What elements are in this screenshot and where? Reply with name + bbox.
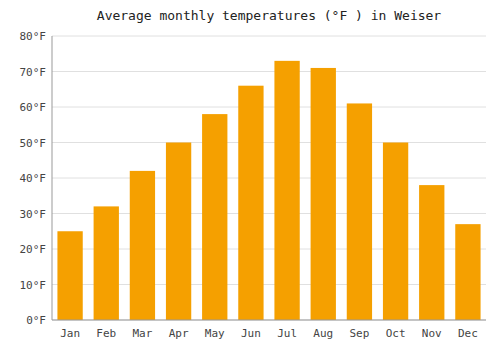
grid-line: [52, 142, 486, 143]
x-tick-label: Dec: [458, 327, 478, 340]
y-tick-label: 80°F: [20, 30, 47, 43]
bar: [57, 231, 82, 320]
x-tick-label: Jul: [277, 327, 297, 340]
y-axis-line: [52, 36, 53, 320]
x-tick-label: Nov: [422, 327, 442, 340]
y-tick-label: 70°F: [20, 66, 47, 79]
x-tick-label: Aug: [313, 327, 333, 340]
x-tick-label: May: [205, 327, 225, 340]
bar: [94, 206, 119, 320]
y-axis: 0°F 10°F 20°F 30°F 40°F 50°F 60°F 70°F 80°F: [20, 30, 47, 327]
x-tick-label: Jun: [241, 327, 261, 340]
grid-line: [52, 36, 486, 37]
y-tick-label: 50°F: [20, 137, 47, 150]
x-tick-label: Oct: [386, 327, 406, 340]
y-tick-label: 0°F: [26, 314, 46, 327]
y-tick-label: 10°F: [20, 279, 47, 292]
x-tick-label: Feb: [96, 327, 116, 340]
y-tick-label: 40°F: [20, 172, 47, 185]
grid-line: [52, 107, 486, 108]
x-axis-line: [52, 320, 486, 321]
bar: [274, 61, 299, 320]
y-tick-label: 20°F: [20, 243, 47, 256]
bar: [238, 86, 263, 320]
bar: [202, 114, 227, 320]
x-tick-label: Mar: [132, 327, 152, 340]
grid-line: [52, 71, 486, 72]
x-axis: Jan Feb Mar Apr May Jun Jul Aug Sep Oct Nov Dec: [60, 327, 478, 340]
y-tick-label: 60°F: [20, 101, 47, 114]
bar: [311, 68, 336, 320]
page: {"chart_data": {"type": "bar", "title": …: [0, 0, 500, 350]
grid: [52, 36, 486, 320]
bar: [130, 171, 155, 320]
grid-line: [52, 320, 486, 321]
bar: [166, 143, 191, 321]
bars: [57, 61, 480, 320]
y-tick-label: 30°F: [20, 208, 47, 221]
chart: Average monthly temperatures (°F ) in We…: [0, 0, 500, 350]
x-tick-label: Jan: [60, 327, 80, 340]
x-tick-label: Apr: [169, 327, 189, 340]
x-tick-label: Sep: [349, 327, 369, 340]
title: Average monthly temperatures (°F ) in We…: [97, 8, 442, 23]
bar: [383, 143, 408, 321]
grid-line: [52, 178, 486, 179]
bar: [455, 224, 480, 320]
bar: [347, 103, 372, 320]
bar: [419, 185, 444, 320]
